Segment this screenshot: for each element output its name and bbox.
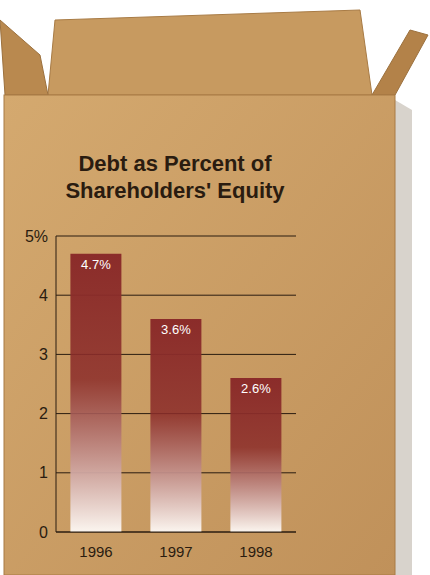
svg-text:5%: 5% (25, 228, 48, 245)
svg-text:0: 0 (39, 524, 48, 541)
svg-text:1997: 1997 (159, 543, 192, 560)
svg-text:4.7%: 4.7% (81, 257, 111, 272)
svg-text:3: 3 (39, 346, 48, 363)
svg-text:2.6%: 2.6% (241, 381, 271, 396)
svg-text:2: 2 (39, 405, 48, 422)
svg-text:3.6%: 3.6% (161, 322, 191, 337)
html-text:Debt as Percent of Shareholder: Debt as Percent of Shareholders' Equity (65, 151, 285, 203)
svg-text:1: 1 (39, 464, 48, 481)
svg-text:4: 4 (39, 287, 48, 304)
svg-text:1996: 1996 (79, 543, 112, 560)
svg-text:1998: 1998 (239, 543, 272, 560)
